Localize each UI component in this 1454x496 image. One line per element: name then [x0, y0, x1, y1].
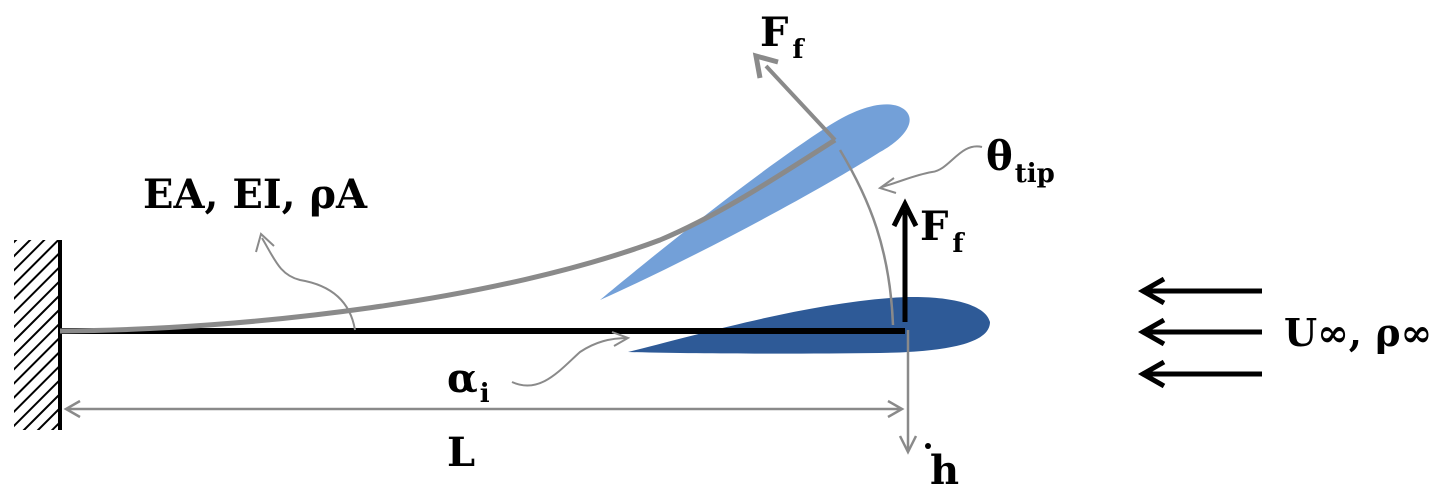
theta-subscript: tip — [1015, 159, 1055, 189]
deflected-airfoil — [600, 104, 910, 300]
force-symbol: F — [760, 9, 788, 56]
alpha-subscript: i — [480, 379, 490, 409]
force-subscript: f — [952, 229, 965, 259]
tip-rotation-arc — [838, 149, 895, 326]
plunge-h-dot — [925, 443, 931, 449]
freestream-arrows — [1137, 276, 1262, 389]
deformed-beam — [59, 137, 837, 334]
flow-arrow-top — [1137, 276, 1262, 306]
theta-tip-leader — [877, 145, 983, 194]
properties-label: EA, EI, ρA — [143, 171, 368, 218]
alpha-i-label: αi — [447, 355, 490, 409]
alpha-symbol: α — [447, 355, 478, 402]
plunge-arrow — [898, 330, 918, 455]
length-label: L — [447, 429, 475, 476]
alpha-leader — [511, 331, 631, 387]
plunge-h-label: h — [930, 447, 959, 494]
flow-arrow-bottom — [1137, 359, 1262, 389]
follower-force-deflected-arrow — [752, 52, 837, 142]
force-subscript: f — [792, 35, 805, 65]
force-symbol: F — [920, 203, 948, 250]
freestream-label: U∞, ρ∞ — [1284, 310, 1432, 355]
theta-tip-label: θtip — [986, 133, 1055, 189]
flow-arrow-middle — [1137, 317, 1262, 347]
follower-force-rest-arrow — [891, 198, 919, 322]
length-dimension — [63, 399, 905, 419]
fixed-wall-support — [14, 240, 62, 430]
theta-symbol: θ — [986, 133, 1013, 180]
properties-leader — [255, 232, 356, 331]
rest-airfoil — [628, 297, 990, 354]
